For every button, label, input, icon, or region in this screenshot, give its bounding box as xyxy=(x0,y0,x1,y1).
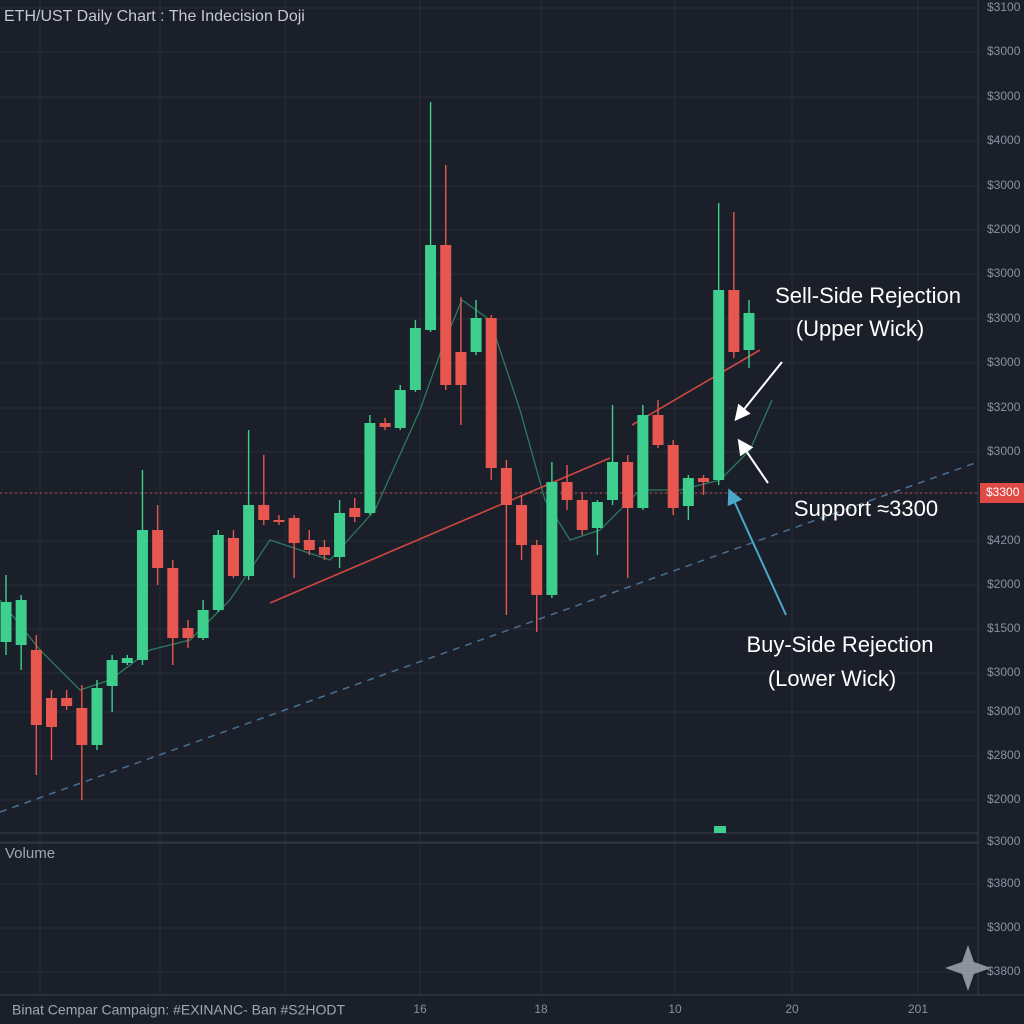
price-label: $4000 xyxy=(987,133,1021,147)
candle-body xyxy=(546,482,558,595)
price-label: $3000 xyxy=(987,178,1021,192)
candle-body xyxy=(136,530,148,660)
candle-body xyxy=(91,688,103,745)
volume-axis-label: $3800 xyxy=(987,876,1021,890)
candle-body xyxy=(561,482,573,500)
price-label: $3000 xyxy=(987,665,1021,679)
candle-body xyxy=(698,478,710,482)
price-label: $1500 xyxy=(987,621,1021,635)
candle-body xyxy=(334,513,346,557)
candle-body xyxy=(45,698,57,727)
candle-body xyxy=(728,290,740,352)
candle-body xyxy=(167,568,179,638)
candle-body xyxy=(379,423,391,427)
footer: Binat Cempar Campaign: #EXINANC- Ban #S2… xyxy=(12,1002,345,1018)
candle-body xyxy=(106,660,118,686)
trendline-dashed xyxy=(0,461,979,813)
candle-body xyxy=(682,478,694,506)
x-tick-label: 10 xyxy=(668,1002,682,1016)
candle-body xyxy=(15,600,27,645)
candle-body xyxy=(652,415,664,445)
price-tag-label: $3300 xyxy=(986,485,1020,499)
candle-body xyxy=(76,708,88,745)
axis: $3100 $3000 $3000 $4000 $3000 $2000 $3000 $3000… xyxy=(413,0,1024,1016)
candle-body xyxy=(318,547,330,555)
candle-body xyxy=(303,540,315,550)
volume-label: Volume xyxy=(5,845,55,862)
candle-body xyxy=(288,518,300,543)
candle-body xyxy=(394,390,406,428)
volume-axis-label: $3000 xyxy=(987,834,1021,848)
candle-body xyxy=(349,508,361,517)
watermark-icon xyxy=(945,945,991,991)
x-tick-label: 201 xyxy=(908,1002,928,1016)
volume-bar xyxy=(714,826,726,833)
candle-body xyxy=(576,500,588,530)
annotation: Support ≈3300 xyxy=(794,496,938,521)
x-tick-label: 16 xyxy=(413,1002,427,1016)
volume-axis-label: $3000 xyxy=(987,920,1021,934)
candle-body xyxy=(485,318,497,468)
annotation: Buy-Side Rejection xyxy=(746,632,933,657)
candle-body xyxy=(364,423,376,513)
price-label: $2000 xyxy=(987,222,1021,236)
price-label: $2000 xyxy=(987,577,1021,591)
candle-body xyxy=(637,415,649,508)
candle-body xyxy=(607,462,619,500)
arrow xyxy=(737,438,769,484)
candle-body xyxy=(61,698,73,706)
price-label: $3000 xyxy=(987,355,1021,369)
candle-body xyxy=(425,245,437,330)
candle-body xyxy=(121,658,133,663)
price-label: $3000 xyxy=(987,266,1021,280)
price-tag xyxy=(980,483,1024,503)
candle-body xyxy=(182,628,194,638)
candle-body xyxy=(212,535,224,610)
candle-body xyxy=(30,650,42,725)
candle-body xyxy=(197,610,209,638)
price-label: $3200 xyxy=(987,400,1021,414)
candle-body xyxy=(440,245,452,385)
annotation: Sell-Side Rejection xyxy=(775,283,961,308)
candle-body xyxy=(243,505,255,576)
trendline xyxy=(631,349,761,426)
price-label: $3000 xyxy=(987,311,1021,325)
candle-body xyxy=(622,462,634,508)
price-label: $3000 xyxy=(987,44,1021,58)
price-label: $3000 xyxy=(987,89,1021,103)
candle-body xyxy=(0,602,12,642)
arrow xyxy=(734,361,783,422)
candle-body xyxy=(516,505,528,545)
price-label: $2800 xyxy=(987,748,1021,762)
annotation: (Upper Wick) xyxy=(796,316,924,341)
price-label: $4200 xyxy=(987,533,1021,547)
price-label: $3000 xyxy=(987,704,1021,718)
candle-body xyxy=(409,328,421,390)
price-label: $3000 xyxy=(987,444,1021,458)
price-label: $3100 xyxy=(987,0,1021,14)
candle-body xyxy=(500,468,512,505)
candles xyxy=(0,102,755,800)
candle-body xyxy=(273,520,285,522)
candle-body xyxy=(531,545,543,595)
price-label: $2000 xyxy=(987,792,1021,806)
arrow xyxy=(727,488,787,616)
annotation: (Lower Wick) xyxy=(768,666,896,691)
chart-title: ETH/UST Daily Chart : The Indecision Doj… xyxy=(4,8,305,25)
x-tick-label: 18 xyxy=(534,1002,548,1016)
candle-body xyxy=(258,505,270,520)
candle-body xyxy=(713,290,725,480)
candle-body xyxy=(227,538,239,576)
candle-body xyxy=(470,318,482,352)
candle-body xyxy=(152,530,164,568)
volume-axis-label: $3800 xyxy=(987,964,1021,978)
candle-body xyxy=(743,313,755,350)
candle-body xyxy=(455,352,467,385)
candle-body xyxy=(591,502,603,528)
x-tick-label: 20 xyxy=(785,1002,799,1016)
candle-body xyxy=(667,445,679,508)
